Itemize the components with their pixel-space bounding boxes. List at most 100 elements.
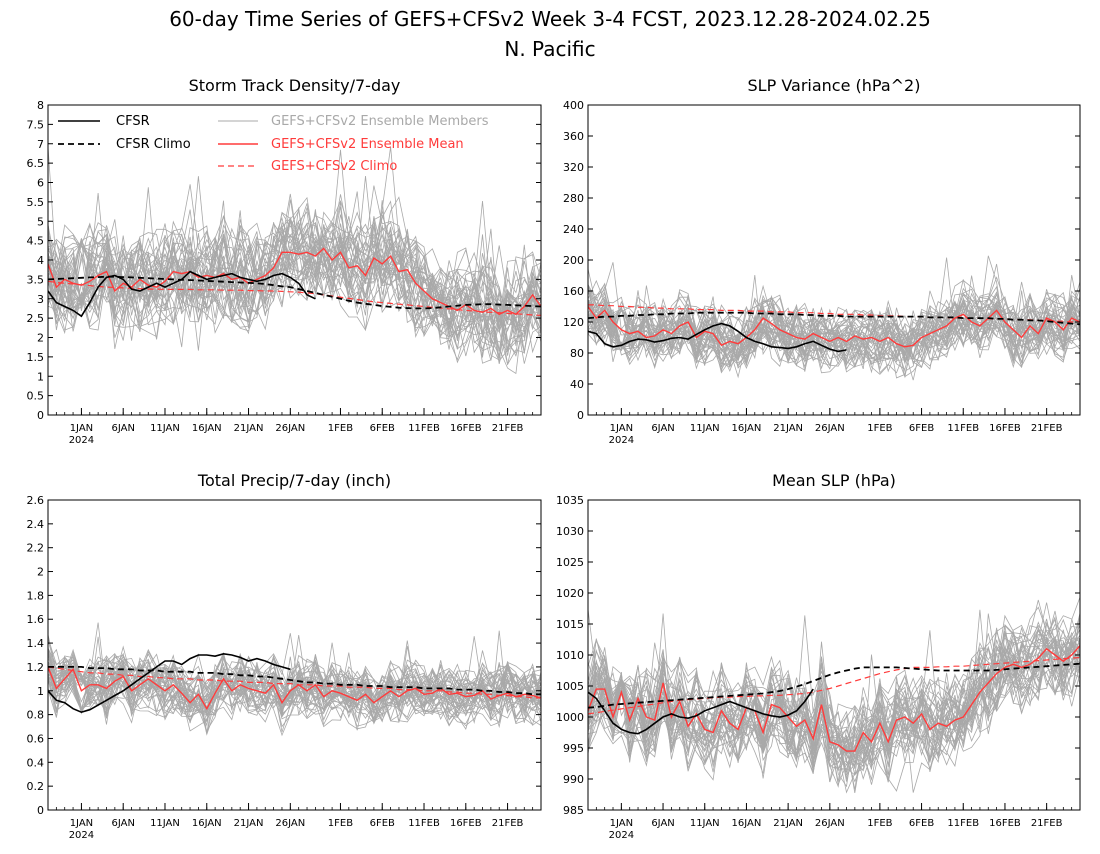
plot-frame (47, 499, 542, 811)
x-tick-label: 16FEB (450, 818, 482, 829)
legend-members-label: GEFS+CFSv2 Ensemble Members (271, 114, 489, 129)
series-line-cfsr-climo (48, 666, 541, 696)
y-tick-label: 1025 (556, 556, 584, 569)
x-tick-sublabel: 2024 (609, 830, 634, 841)
series-line-cfsr-climo (588, 662, 1080, 709)
chart-panel-2: SLP Variance (hPa^2) 0 40 80 120 160 200 240 280… (563, 76, 1081, 446)
panel-title: SLP Variance (hPa^2) (748, 76, 921, 95)
member-line (588, 608, 1080, 752)
x-tick-label: 16FEB (989, 818, 1021, 829)
x-tick-label: 26JAN (275, 818, 305, 829)
y-tick-label: 1015 (556, 618, 584, 631)
member-line (48, 193, 541, 332)
series-line-cfsr (48, 652, 291, 714)
member-line (588, 655, 1080, 793)
y-tick-label: 1030 (556, 525, 584, 538)
series-line-cfsr-climo (588, 311, 1080, 326)
member-line (48, 235, 541, 349)
member-line (48, 200, 541, 357)
x-tick-label: 6FEB (909, 818, 934, 829)
x-tick-label: 21JAN (234, 818, 264, 829)
member-line (588, 642, 1080, 776)
series-line-cfsr-climo (48, 275, 541, 310)
y-tick-label: 240 (563, 223, 584, 236)
member-line (48, 221, 541, 342)
y-tick-label: 0.4 (27, 756, 45, 769)
y-tick-label: 2 (37, 566, 44, 579)
y-tick-label: 990 (563, 773, 584, 786)
member-line (48, 245, 541, 357)
y-tick-label: 1005 (556, 680, 584, 693)
y-tick-label: 4 (37, 254, 44, 267)
y-tick-label: 1.5 (27, 351, 45, 364)
legend-ens-mean-label: GEFS+CFSv2 Ensemble Mean (271, 137, 464, 152)
figure-subtitle: N. Pacific (504, 37, 595, 61)
x-tick-label: 1FEB (328, 423, 353, 434)
x-tick-sublabel: 2024 (609, 435, 634, 446)
member-line (588, 646, 1080, 783)
y-tick-label: 1 (37, 685, 44, 698)
member-line (48, 656, 541, 717)
plot-frame (587, 104, 1081, 416)
x-tick-label: 1JAN (70, 818, 93, 829)
y-tick-label: 0 (37, 409, 44, 422)
x-tick-label: 16JAN (732, 818, 762, 829)
x-tick-label: 1FEB (328, 818, 353, 829)
member-line (588, 268, 1080, 357)
x-tick-label: 26JAN (815, 423, 845, 434)
member-line (588, 305, 1080, 368)
chart-panel-3: Total Precip/7-day (inch)00.20.40.60.811… (27, 471, 542, 841)
series-line-cfsr (588, 322, 847, 353)
y-tick-label: 6 (37, 177, 44, 190)
x-tick-label: 16FEB (989, 423, 1021, 434)
member-line (48, 636, 541, 736)
x-tick-label: 6JAN (651, 818, 674, 829)
x-tick-label: 21FEB (1031, 423, 1063, 434)
panel-title: Storm Track Density/7-day (189, 76, 401, 95)
y-tick-label: 80 (570, 347, 584, 360)
panel-title: Total Precip/7-day (inch) (197, 471, 391, 490)
member-line (48, 214, 541, 356)
y-tick-label: 2.4 (27, 518, 45, 531)
member-line (588, 623, 1080, 776)
y-tick-label: 0 (37, 804, 44, 817)
x-tick-label: 11JAN (150, 818, 180, 829)
member-line (588, 255, 1080, 361)
y-tick-label: 5.5 (27, 196, 45, 209)
x-tick-label: 11JAN (690, 423, 720, 434)
y-tick-label: 0.2 (27, 780, 45, 793)
legend-gefs-climo-label: GEFS+CFSv2 Climo (271, 159, 397, 174)
y-tick-label: 160 (563, 285, 584, 298)
x-tick-label: 16FEB (450, 423, 482, 434)
member-line (48, 239, 541, 364)
ensemble-members (48, 622, 541, 737)
x-tick-label: 1FEB (867, 423, 892, 434)
y-tick-label: 3.5 (27, 273, 45, 286)
y-tick-label: 8 (37, 99, 44, 112)
y-tick-label: 1010 (556, 649, 584, 662)
y-tick-label: 1.2 (27, 661, 45, 674)
y-tick-label: 400 (563, 99, 584, 112)
series-line-gefs-climo (588, 656, 1080, 715)
y-tick-label: 6.5 (27, 157, 45, 170)
x-tick-label: 21JAN (773, 423, 803, 434)
x-tick-label: 6JAN (651, 423, 674, 434)
x-tick-sublabel: 2024 (69, 435, 94, 446)
legend: CFSR CFSR Climo GEFS+CFSv2 Ensemble Member… (58, 114, 489, 174)
member-line (588, 297, 1080, 364)
x-tick-label: 26JAN (815, 818, 845, 829)
series-line-cfsr (588, 688, 814, 735)
y-tick-label: 0.8 (27, 709, 45, 722)
x-tick-label: 11JAN (150, 423, 180, 434)
x-tick-label: 16JAN (732, 423, 762, 434)
y-tick-label: 3 (37, 293, 44, 306)
x-tick-label: 6FEB (370, 818, 395, 829)
x-tick-label: 21FEB (1031, 818, 1063, 829)
figure-title: 60-day Time Series of GEFS+CFSv2 Week 3-… (169, 7, 931, 31)
member-line (48, 194, 541, 321)
y-tick-label: 1000 (556, 711, 584, 724)
x-tick-label: 21FEB (492, 818, 524, 829)
x-tick-label: 21JAN (773, 818, 803, 829)
y-tick-label: 2.2 (27, 542, 45, 555)
member-line (588, 642, 1080, 774)
